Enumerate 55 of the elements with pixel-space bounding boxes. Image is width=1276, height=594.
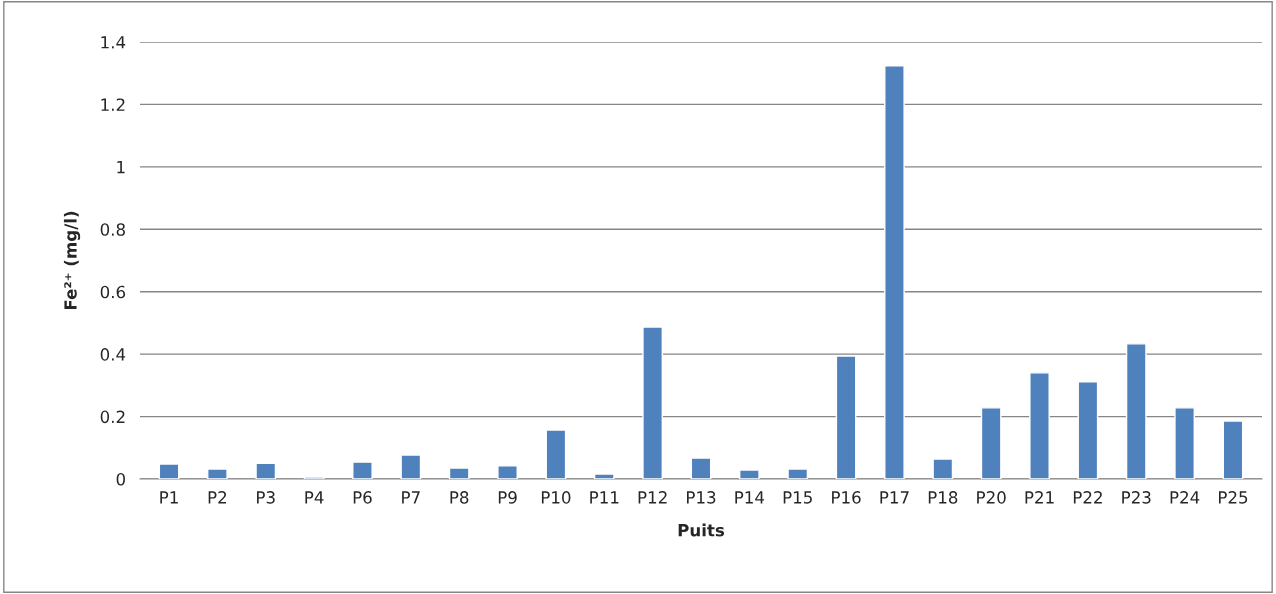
x-tick-label: P3 bbox=[257, 491, 275, 504]
x-tick-label: P6 bbox=[353, 491, 372, 504]
bar bbox=[1077, 381, 1099, 479]
y-tick-label: 1.2 bbox=[101, 98, 125, 111]
bar bbox=[932, 458, 954, 479]
x-tick-label: P11 bbox=[590, 491, 619, 504]
x-tick-label: P15 bbox=[783, 491, 812, 504]
bar bbox=[255, 462, 277, 479]
y-tick-label: 0 bbox=[116, 472, 125, 486]
bar bbox=[497, 465, 518, 479]
bar bbox=[545, 429, 567, 479]
x-tick-label: P12 bbox=[638, 491, 667, 504]
x-tick-label: P24 bbox=[1170, 491, 1200, 504]
bar bbox=[787, 468, 809, 479]
bar bbox=[690, 457, 712, 479]
x-tick-label: P25 bbox=[1218, 491, 1248, 504]
bar bbox=[1125, 343, 1147, 479]
x-tick-label: P10 bbox=[541, 491, 571, 504]
bar bbox=[448, 467, 470, 479]
bar bbox=[352, 461, 373, 479]
x-axis-title: Puits bbox=[678, 523, 725, 537]
x-tick-label: P14 bbox=[735, 491, 765, 504]
x-tick-label: P13 bbox=[687, 491, 716, 504]
bar bbox=[884, 65, 905, 479]
x-tick-label: P17 bbox=[880, 491, 909, 504]
x-tick-label: P8 bbox=[450, 491, 469, 504]
y-tick-label: 0.8 bbox=[100, 223, 125, 236]
y-tick-label: 0.4 bbox=[100, 348, 126, 361]
bar bbox=[207, 468, 228, 479]
x-tick-label: P23 bbox=[1122, 491, 1151, 504]
bar bbox=[835, 355, 857, 479]
bar bbox=[158, 463, 180, 479]
y-tick-label: 0.6 bbox=[100, 285, 126, 299]
x-tick-label: P18 bbox=[928, 491, 958, 504]
bar bbox=[738, 469, 760, 479]
x-tick-label: P22 bbox=[1073, 491, 1102, 504]
bar bbox=[1222, 420, 1244, 479]
y-tick-label: 1.4 bbox=[101, 36, 126, 49]
bar bbox=[642, 326, 664, 479]
x-tick-label: P7 bbox=[402, 491, 420, 504]
bar bbox=[593, 473, 615, 479]
y-tick-label: 1 bbox=[117, 161, 125, 174]
bar bbox=[980, 407, 1002, 479]
x-tick-label: P21 bbox=[1025, 491, 1054, 504]
x-tick-label: P4 bbox=[305, 491, 324, 504]
bar bbox=[400, 454, 422, 479]
bar bbox=[1174, 407, 1195, 479]
x-tick-label: P2 bbox=[208, 491, 227, 504]
x-tick-label: P9 bbox=[498, 491, 517, 504]
x-tick-label: P16 bbox=[832, 491, 861, 504]
y-axis-title: Fe²⁺ (mg/l) bbox=[63, 211, 81, 310]
bar bbox=[1029, 372, 1050, 479]
x-tick-label: P1 bbox=[160, 491, 178, 504]
x-tick-label: P20 bbox=[977, 491, 1006, 504]
y-tick-label: 0.2 bbox=[100, 410, 125, 424]
